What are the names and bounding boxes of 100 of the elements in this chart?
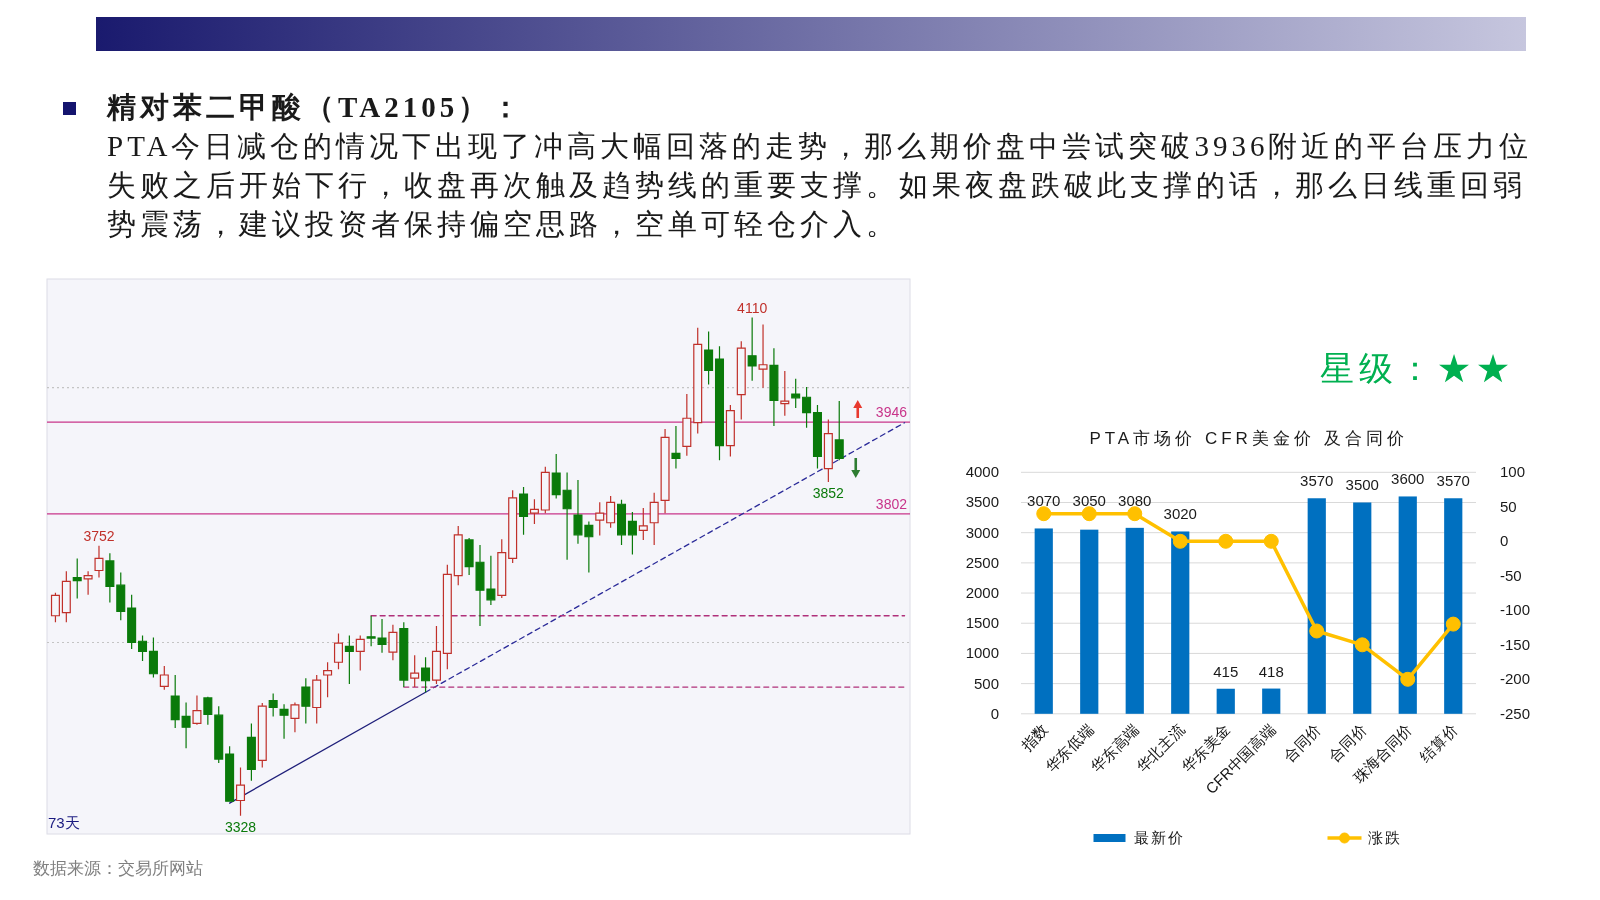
point: [1263, 533, 1279, 549]
text: 精对苯二甲酸（TA2105）：: [107, 90, 525, 125]
candlestick: [747, 317, 757, 382]
y-tick-label: 2500: [965, 553, 999, 571]
candlestick: [497, 538, 507, 599]
y2-tick-label: -50: [1500, 566, 1522, 584]
chart-title: PTA市场价 CFR美金价 及合同价: [1089, 429, 1408, 448]
annotation: 73天: [48, 814, 80, 831]
x-tick-label: 指数: [1016, 720, 1051, 755]
candlestick: [116, 571, 126, 621]
candlestick: [235, 766, 246, 817]
y-tick-label: 0: [990, 704, 999, 722]
text: 星级：★★: [1320, 350, 1515, 387]
candlestick: [50, 592, 60, 623]
candlestick: [225, 745, 235, 802]
candlestick: [758, 324, 768, 389]
candlestick: [181, 701, 191, 749]
candlestick: [148, 636, 158, 679]
candlestick: [127, 594, 137, 650]
candlestick: [105, 552, 115, 603]
candlestick: [453, 525, 463, 586]
candlestick: [714, 345, 725, 461]
data-label: 3080: [1118, 491, 1152, 509]
candlestick: [736, 340, 746, 421]
y2-tick-label: -150: [1500, 635, 1531, 653]
candlestick: [355, 634, 365, 672]
bar: [1125, 527, 1144, 714]
candlestick: [94, 545, 104, 579]
bar: [1307, 498, 1326, 714]
candlestick: [693, 327, 703, 435]
candlestick: [279, 703, 289, 740]
candlestick: [290, 701, 300, 733]
candlestick: [519, 486, 529, 536]
candlestick: [823, 418, 833, 483]
candlestick: [551, 453, 561, 500]
bar: [1171, 531, 1190, 714]
data-label: 3500: [1345, 476, 1379, 494]
candlestick: [769, 347, 779, 427]
candlestick: [410, 654, 420, 688]
y-tick-label: 4000: [965, 463, 999, 481]
candlestick: [562, 471, 572, 561]
point: [1218, 533, 1234, 549]
point: [1127, 506, 1143, 522]
point: [1445, 616, 1461, 632]
candlestick: [671, 425, 681, 470]
candlestick: [170, 674, 180, 729]
y-tick-label: 3000: [965, 523, 999, 541]
candlestick: [812, 404, 822, 470]
data-label: 3070: [1027, 491, 1061, 509]
candlestick: [83, 570, 93, 596]
candlestick: [138, 634, 148, 662]
candlestick: [388, 624, 398, 661]
y-tick-label: 2000: [965, 584, 999, 602]
y-tick-label: 3500: [965, 493, 999, 511]
data-label: 3570: [1436, 472, 1470, 490]
point: [1309, 623, 1325, 639]
candlestick: [312, 674, 322, 725]
point: [1172, 533, 1188, 549]
point: [1354, 637, 1370, 653]
bar: [1398, 496, 1417, 714]
candlestick: [595, 501, 605, 537]
annotation: 3752: [83, 527, 115, 544]
candlestick: [159, 665, 169, 691]
y2-tick-label: 0: [1500, 532, 1509, 550]
candlestick: [780, 370, 790, 417]
annotation: 4110: [737, 299, 768, 316]
bar: [1034, 528, 1053, 714]
candlestick: [301, 677, 311, 725]
bar: [1262, 688, 1281, 714]
y2-tick-label: 50: [1500, 497, 1517, 515]
candlestick: [214, 705, 224, 764]
candlestick: [508, 489, 518, 564]
bar: [1216, 688, 1235, 714]
candlestick: [627, 511, 637, 556]
bar: [1080, 529, 1099, 714]
ref-line-label: 3946: [875, 404, 908, 421]
y2-tick-label: -200: [1500, 670, 1531, 688]
x-tick-label: 结算价: [1416, 720, 1461, 765]
candlestick: [203, 696, 213, 726]
candlestick: [344, 634, 354, 685]
ref-line-label: 3802: [875, 495, 908, 512]
candlestick: [638, 507, 648, 541]
point: [1036, 506, 1052, 522]
bar: [1444, 498, 1463, 714]
candlestick: [834, 400, 844, 461]
candlestick: [431, 625, 441, 685]
data-label: 3570: [1300, 472, 1334, 490]
source-note: 数据来源：交易所网站: [33, 859, 203, 878]
candlestick: [649, 492, 659, 546]
data-label: 3600: [1391, 470, 1425, 488]
y-tick-label: 1500: [965, 614, 999, 632]
candlestick: [323, 661, 333, 698]
candlestick: [399, 621, 409, 688]
candlestick: [617, 499, 627, 546]
candlestick: [192, 694, 202, 726]
candlestick: [268, 692, 278, 718]
candlestick: [257, 702, 267, 768]
y-tick-label: 1000: [965, 644, 999, 662]
text: PTA今日减仓的情况下出现了冲高大幅回落的走势，那么期价盘中尝试突破3936附近的平台压力位失败之后开始下行，收盘再次触及趋势线的重要支撑。如果夜盘跌破此支撑的话，那么日线重回弱势震荡，建议投资者保持偏空思路，空单可轻仓介入。: [107, 129, 1534, 242]
y-tick-label: 500: [973, 674, 999, 692]
